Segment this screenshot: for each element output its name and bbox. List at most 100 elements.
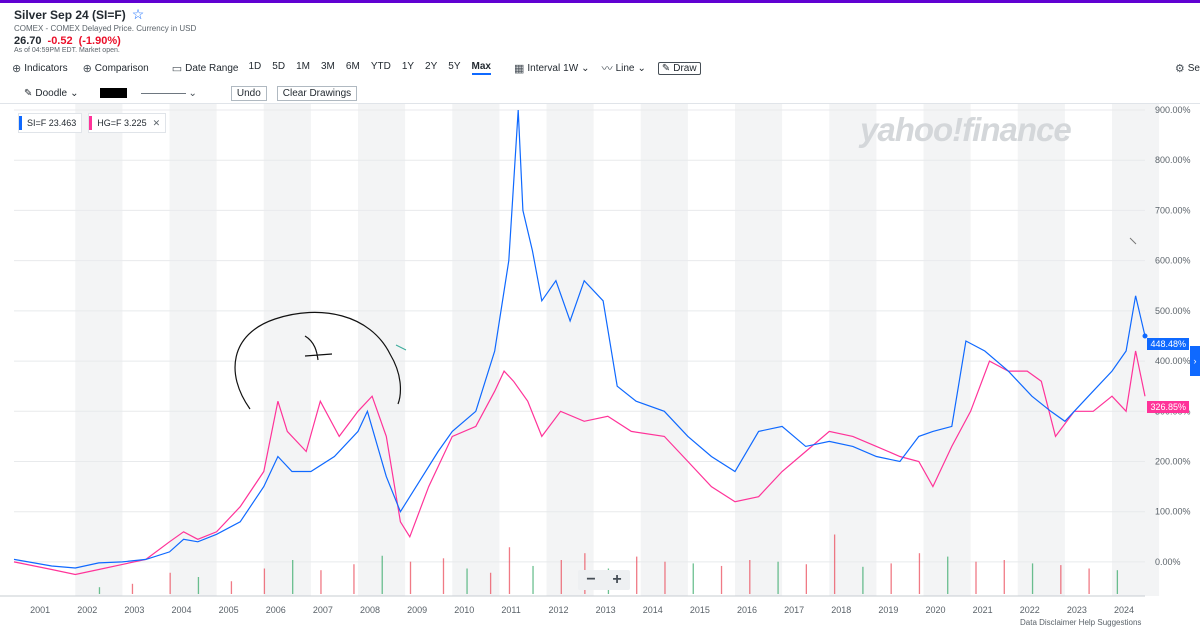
draw-button[interactable]: ✎ Draw [657, 61, 701, 75]
x-tick-label: 2007 [313, 605, 333, 615]
year-bands [75, 104, 1160, 596]
volume-bar [777, 561, 779, 594]
interval-value: 1W [563, 62, 579, 74]
volume-bar [263, 568, 266, 594]
indicators-icon: ⊕ [12, 62, 22, 75]
x-tick-label: 2011 [501, 605, 520, 615]
legend-item-si[interactable]: SI=F 23.463 [18, 113, 83, 133]
x-tick-label: 2024 [1114, 605, 1134, 615]
volume-bar [833, 534, 836, 594]
date-range-button[interactable]: ▭ Date Range [172, 62, 239, 75]
year-band [452, 104, 500, 596]
chevron-down-icon: ⌄ [70, 87, 79, 99]
year-band [263, 104, 311, 596]
interval-icon: ▦ [513, 62, 525, 75]
undo-button[interactable]: Undo [230, 85, 267, 101]
range-max[interactable]: Max [471, 61, 491, 75]
range-5y[interactable]: 5Y [448, 61, 461, 72]
volume-bar [947, 556, 949, 594]
year-band [1017, 104, 1065, 596]
range-ytd[interactable]: YTD [370, 61, 391, 72]
interval-label: Interval [527, 62, 561, 74]
range-1m[interactable]: 1M [296, 61, 310, 72]
year-band [735, 104, 783, 596]
drawing-toolbar: ✎ Doodle ⌄ ⌄ Undo Clear Drawings [24, 85, 358, 101]
volume-bar [489, 572, 492, 594]
volume-bar [560, 560, 562, 594]
legend-label-si: SI=F 23.463 [27, 118, 77, 128]
close-icon[interactable]: ✕ [152, 117, 161, 128]
footer-links: Data Disclaimer Help Suggestions [1020, 618, 1142, 627]
date-range-label: Date Range [185, 62, 239, 74]
range-5d[interactable]: 5D [272, 61, 286, 72]
doodle-circle [234, 311, 401, 410]
top-accent-bar [0, 0, 1200, 3]
zoom-in-button[interactable]: + [612, 571, 622, 588]
pencil-icon: ✎ [24, 87, 33, 99]
range-6m[interactable]: 6M [345, 61, 360, 72]
y-tick-label: 600.00% [1155, 256, 1191, 266]
chart-type-button[interactable]: 〰 Line ⌄ [602, 60, 646, 76]
indicators-label: Indicators [24, 62, 68, 74]
volume-bar [353, 564, 355, 594]
volume-bar [749, 560, 751, 594]
legend-item-hg[interactable]: HG=F 3.225 ✕ [88, 113, 167, 133]
comparison-button[interactable]: ⊕ Comparison [83, 62, 149, 75]
price-chart[interactable]: 900.00% 800.00% 700.00% 600.00% 500.00% 400.0… [0, 104, 1200, 627]
volume-bar [890, 563, 892, 594]
range-buttons: 1D 5D 1M 3M 6M YTD 1Y 2Y 5Y Max [249, 61, 491, 75]
year-band [640, 104, 688, 596]
as-of-label: As of 04:59PM EDT. Market open. [14, 47, 120, 54]
range-3m[interactable]: 3M [321, 61, 335, 72]
line-chart-icon: 〰 [601, 63, 613, 75]
x-tick-label: 2022 [1020, 605, 1040, 615]
doodle-tick [1129, 237, 1137, 245]
year-band [358, 104, 406, 596]
volume-bar [664, 561, 666, 594]
doodle-one [304, 335, 333, 361]
y-tick-label: 500.00% [1155, 306, 1191, 316]
year-band [829, 104, 877, 596]
chevron-down-icon: ⌄ [581, 62, 590, 74]
volume-bar [720, 565, 723, 594]
color-picker[interactable] [100, 88, 128, 98]
y-tick-label: 200.00% [1155, 457, 1191, 467]
volume-bar [466, 568, 468, 594]
legend-swatch-si [19, 116, 22, 130]
range-2y[interactable]: 2Y [425, 61, 438, 72]
volume-bar [320, 570, 322, 594]
volume-bar [197, 577, 200, 594]
line-style-select[interactable]: ⌄ [141, 88, 197, 99]
chevron-down-icon: ⌄ [637, 62, 646, 74]
hg-last-value-tag: 326.85% [1147, 401, 1189, 413]
clear-drawings-button[interactable]: Clear Drawings [276, 85, 358, 101]
legend-label-hg: HG=F 3.225 [97, 118, 147, 128]
settings-button[interactable]: ⚙ Se [1175, 62, 1200, 75]
volume-bar [508, 547, 511, 594]
line-style-preview [141, 92, 187, 94]
doodle-tool-select[interactable]: ✎ Doodle ⌄ [24, 88, 78, 99]
price-change-pct: (-1.90%) [78, 35, 121, 47]
volume-bar [409, 561, 412, 594]
year-band [923, 104, 971, 596]
volume-bar [98, 587, 101, 594]
volume-bar [381, 555, 383, 594]
x-tick-label: 2001 [30, 605, 50, 615]
range-1y[interactable]: 1Y [401, 61, 415, 72]
interval-button[interactable]: ▦ Interval 1W ⌄ [514, 62, 590, 75]
pencil-icon: ✎ [661, 62, 671, 74]
x-tick-label: 2019 [878, 605, 898, 615]
year-band [546, 104, 594, 596]
x-tick-label: 2023 [1067, 605, 1087, 615]
chevron-right-icon[interactable]: › [1190, 346, 1200, 376]
y-tick-label: 100.00% [1155, 507, 1191, 517]
range-1d[interactable]: 1D [248, 61, 262, 72]
calendar-icon: ▭ [171, 62, 183, 75]
divider [0, 103, 1200, 104]
star-icon[interactable]: ☆ [131, 6, 145, 22]
draw-label: Draw [673, 62, 697, 74]
indicators-button[interactable]: ⊕ Indicators [12, 62, 68, 75]
legend: SI=F 23.463 HG=F 3.225 ✕ [18, 113, 167, 133]
volume-bar [805, 564, 807, 594]
zoom-out-button[interactable]: − [586, 571, 596, 588]
